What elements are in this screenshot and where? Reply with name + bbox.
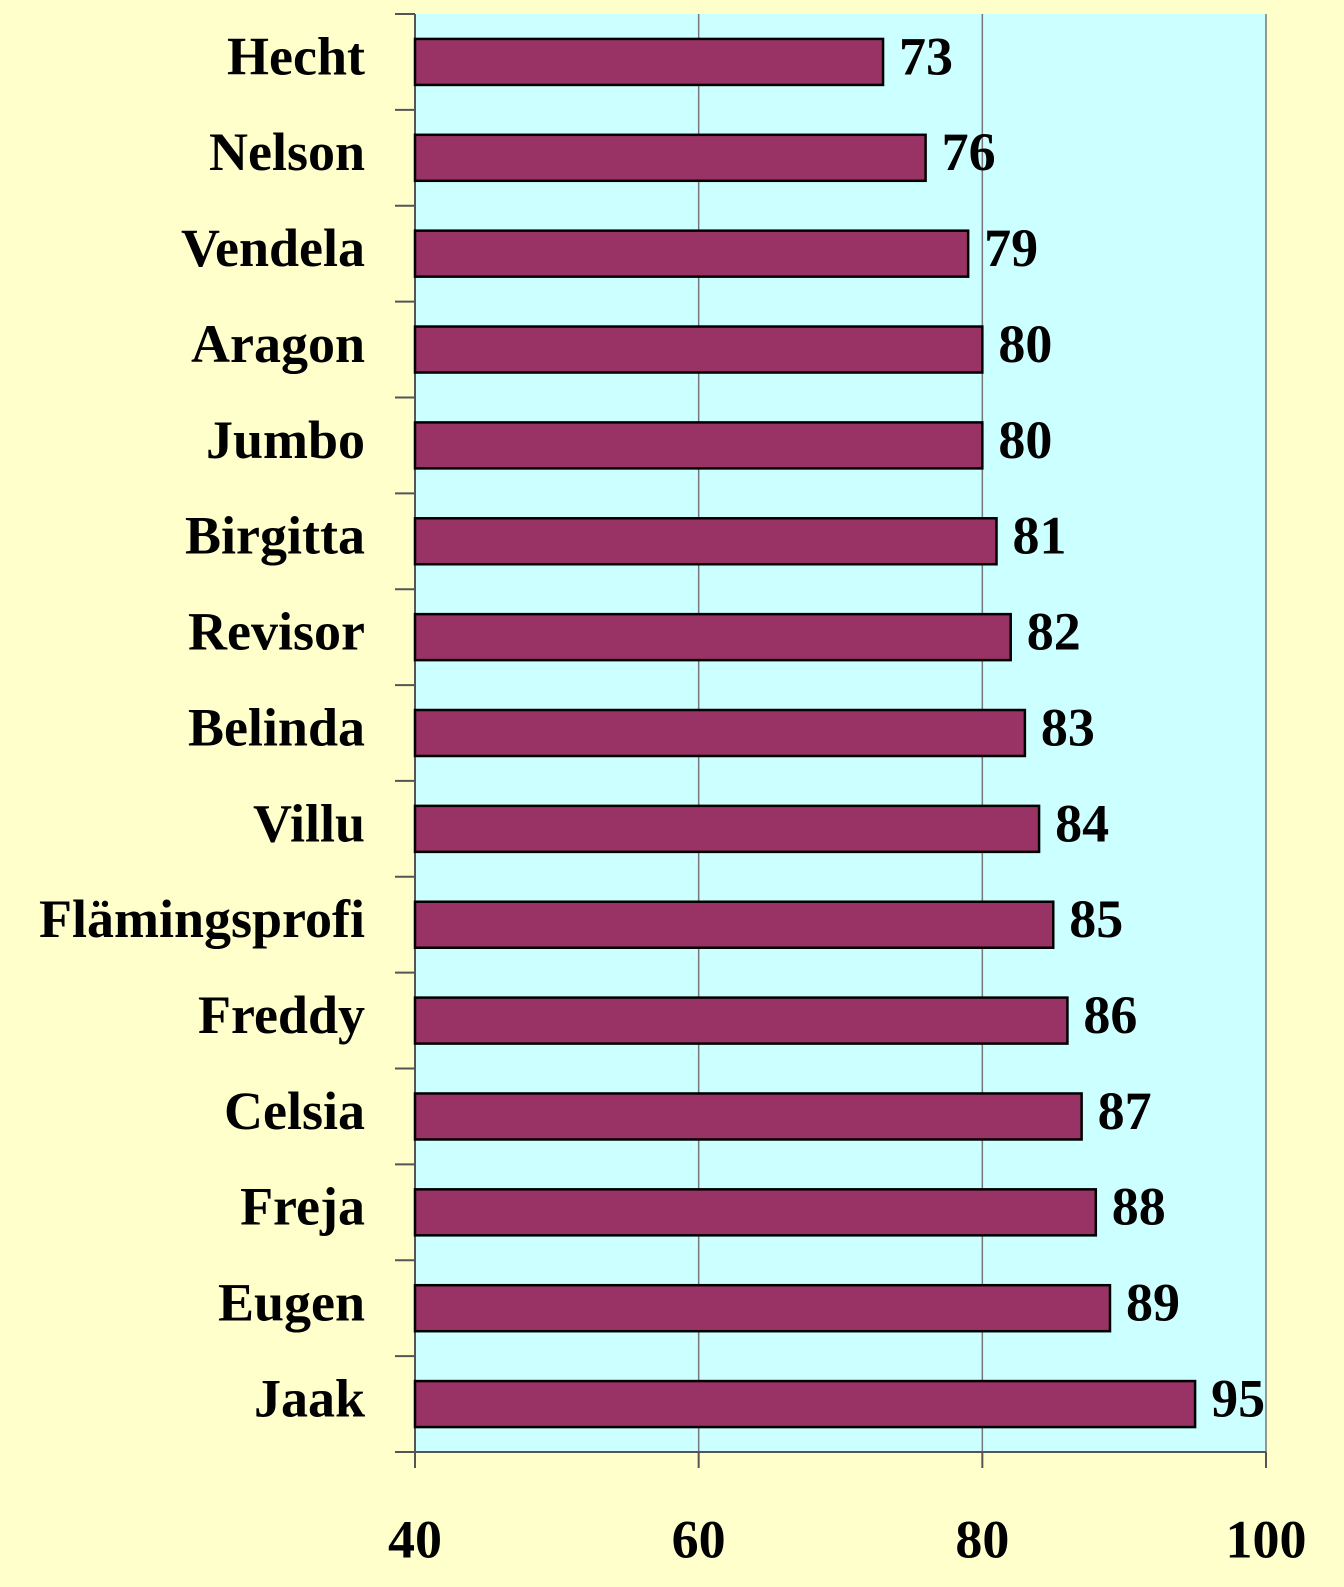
value-label: 76 xyxy=(942,122,996,182)
value-label: 86 xyxy=(1083,985,1137,1045)
bar xyxy=(413,612,1012,662)
y-tick-label: Belinda xyxy=(188,697,365,757)
value-label: 88 xyxy=(1112,1177,1166,1237)
bar xyxy=(413,1283,1112,1333)
bar xyxy=(413,229,970,278)
bar xyxy=(413,900,1055,949)
y-tick-label: Vendela xyxy=(181,218,365,278)
x-tick-label: 80 xyxy=(955,1509,1009,1569)
value-label: 81 xyxy=(1013,506,1067,566)
bar xyxy=(413,37,885,87)
y-tick-label: Revisor xyxy=(188,602,365,662)
bar xyxy=(413,708,1027,758)
bar xyxy=(413,1092,1083,1141)
bar xyxy=(413,1379,1197,1429)
y-tick-label: Celsia xyxy=(224,1081,365,1141)
bar xyxy=(413,421,984,470)
x-tick-label: 60 xyxy=(672,1509,726,1569)
value-label: 79 xyxy=(984,218,1038,278)
value-label: 83 xyxy=(1041,697,1095,757)
y-tick-label: Jumbo xyxy=(206,410,365,470)
bar xyxy=(413,517,998,566)
value-label: 84 xyxy=(1055,793,1109,853)
y-tick-label: Hecht xyxy=(227,26,365,86)
y-tick-label: Flämingsprofi xyxy=(39,889,365,949)
y-tick-label: Eugen xyxy=(218,1273,365,1333)
y-tick-label: Aragon xyxy=(191,314,365,374)
y-tick-label: Freddy xyxy=(198,985,365,1045)
bar xyxy=(413,804,1041,854)
y-tick-label: Birgitta xyxy=(185,506,365,566)
y-tick-label: Freja xyxy=(240,1177,365,1237)
bar xyxy=(413,996,1069,1045)
y-tick-label: Villu xyxy=(253,793,365,853)
value-label: 89 xyxy=(1126,1273,1180,1333)
value-label: 82 xyxy=(1027,602,1081,662)
value-label: 80 xyxy=(998,410,1052,470)
x-tick-label: 40 xyxy=(388,1509,442,1569)
value-label: 73 xyxy=(899,26,953,86)
value-label: 85 xyxy=(1069,889,1123,949)
y-tick-label: Jaak xyxy=(254,1368,365,1428)
x-tick-label: 100 xyxy=(1226,1509,1307,1569)
value-label: 87 xyxy=(1098,1081,1152,1141)
bar xyxy=(413,133,927,183)
y-tick-label: Nelson xyxy=(209,122,365,182)
bar xyxy=(413,1188,1098,1237)
value-label: 80 xyxy=(998,314,1052,374)
value-label: 95 xyxy=(1211,1368,1265,1428)
bar xyxy=(413,325,984,374)
